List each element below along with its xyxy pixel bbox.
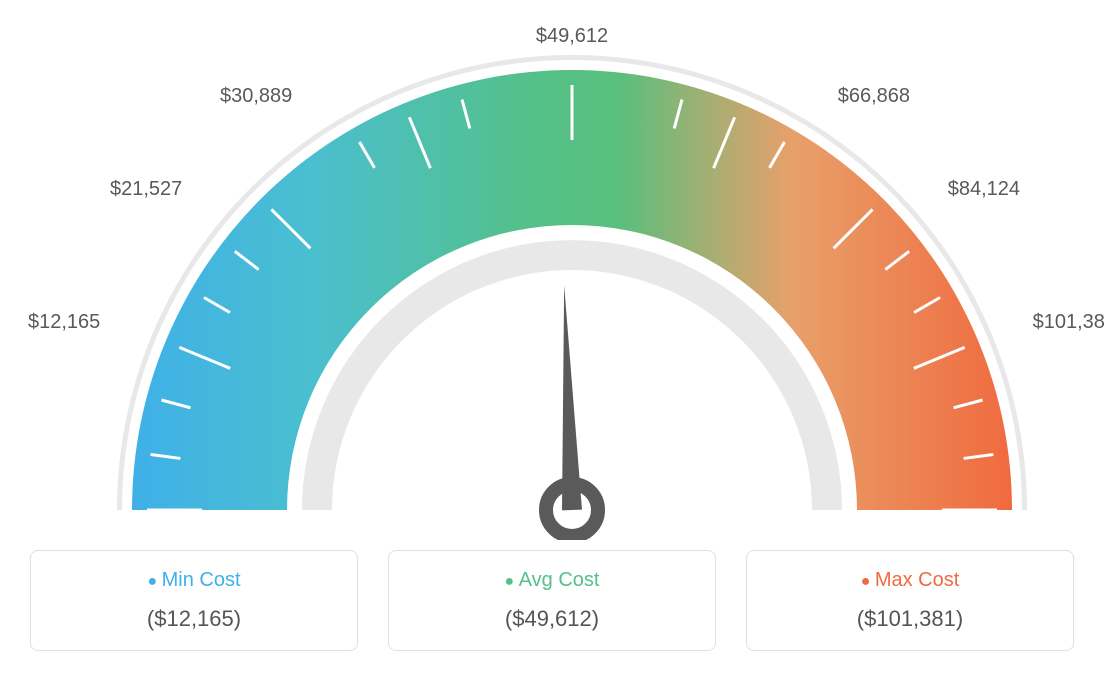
legend-value-avg: ($49,612): [399, 606, 705, 632]
legend-card-avg: Avg Cost ($49,612): [388, 550, 716, 651]
legend-title-max: Max Cost: [757, 569, 1063, 592]
gauge-needle: [562, 285, 582, 510]
legend-card-min: Min Cost ($12,165): [30, 550, 358, 651]
gauge-tick-label: $21,527: [110, 178, 182, 200]
legend-value-min: ($12,165): [41, 606, 347, 632]
gauge-tick-label: $12,165: [28, 311, 100, 333]
gauge-tick-label: $30,889: [220, 85, 292, 107]
gauge-chart: $12,165 $21,527 $30,889 $49,612 $66,868 $84,1…: [20, 20, 1084, 540]
legend-row: Min Cost ($12,165) Avg Cost ($49,612) Ma…: [20, 550, 1084, 651]
legend-card-max: Max Cost ($101,381): [746, 550, 1074, 651]
legend-title-avg: Avg Cost: [399, 569, 705, 592]
gauge-tick-label: $49,612: [536, 25, 608, 47]
gauge-tick-label: $84,124: [948, 178, 1020, 200]
legend-value-max: ($101,381): [757, 606, 1063, 632]
gauge-svg: $12,165 $21,527 $30,889 $49,612 $66,868 $84,1…: [20, 20, 1104, 540]
legend-title-min: Min Cost: [41, 569, 347, 592]
gauge-tick-label: $101,381: [1033, 311, 1104, 333]
gauge-tick-label: $66,868: [838, 85, 910, 107]
